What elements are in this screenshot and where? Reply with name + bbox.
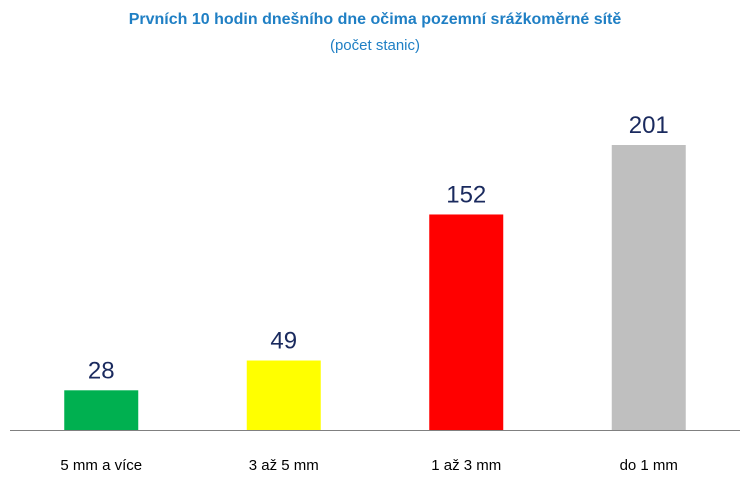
category-label-3: 1 až 3 mm xyxy=(431,457,501,474)
chart-title: Prvních 10 hodin dnešního dne očima poze… xyxy=(128,11,622,28)
bar-4 xyxy=(611,145,686,430)
chart-subtitle: (počet stanic) xyxy=(329,37,421,54)
bar-1 xyxy=(64,390,139,430)
value-labels-group: 28 49 152 201 xyxy=(88,112,669,384)
category-labels-group: 5 mm a více 3 až 5 mm 1 až 3 mm do 1 mm xyxy=(60,457,678,474)
bars-group xyxy=(64,145,686,430)
value-label-1: 28 xyxy=(88,357,115,384)
category-label-4: do 1 mm xyxy=(620,457,678,474)
value-label-3: 152 xyxy=(446,181,486,208)
bar-2 xyxy=(246,360,321,430)
value-label-4: 201 xyxy=(629,112,669,139)
bar-3 xyxy=(429,214,504,430)
value-label-2: 49 xyxy=(270,328,297,355)
category-label-1: 5 mm a více xyxy=(60,457,142,474)
category-label-2: 3 až 5 mm xyxy=(249,457,319,474)
